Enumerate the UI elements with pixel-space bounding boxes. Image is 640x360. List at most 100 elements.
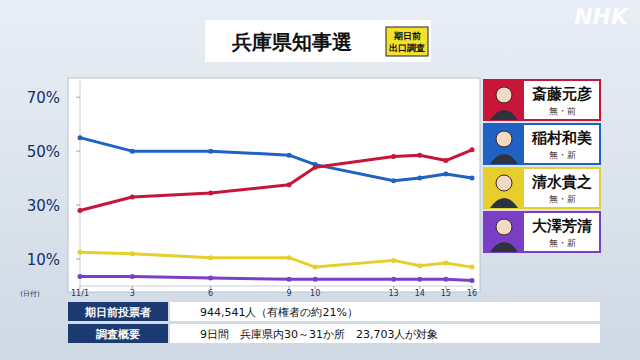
legend-swatch [484, 168, 524, 208]
info-label-cell [68, 302, 168, 321]
y-tick-label: 10% [27, 251, 60, 269]
title-box [205, 20, 431, 62]
badge-box [386, 27, 428, 56]
series-point [130, 194, 135, 199]
series-point [470, 176, 475, 181]
badge-text: 出口調査 [389, 43, 425, 53]
info-label: 期日前投票者 [84, 306, 151, 319]
plot-area [68, 78, 480, 292]
series-point [313, 265, 318, 270]
series-point [78, 274, 83, 279]
x-tick-label: 6 [208, 289, 213, 298]
series-point [287, 182, 292, 187]
badge-text: 期日前 [393, 31, 421, 41]
series-group [78, 135, 475, 283]
background [0, 0, 640, 360]
series-point [78, 250, 83, 255]
x-tick-label: 14 [415, 289, 425, 298]
series-point [208, 275, 213, 280]
y-tick-label: 30% [27, 197, 60, 215]
series-point [391, 154, 396, 159]
series-point [470, 278, 475, 283]
series-line [80, 252, 472, 267]
series-line [80, 138, 472, 181]
x-tick-label: 11/1 [71, 289, 89, 298]
series-point [443, 158, 448, 163]
series-point [287, 153, 292, 158]
portrait-body [490, 154, 518, 164]
portrait-body [490, 110, 518, 120]
series-point [391, 258, 396, 263]
info-value: 9日間 兵庫県内30～31か所 23,703人が対象 [200, 328, 438, 341]
chart: NHK 兵庫県知事選 期日前出口調査 10% 30% 50% 70% 11/1 3 6 9 10 13 1… [0, 0, 640, 360]
series-point [313, 165, 318, 170]
info-value: 944,541人（有権者の約21%） [200, 306, 358, 319]
portrait-head [496, 219, 512, 235]
series-point [417, 153, 422, 158]
x-tick-label: 15 [441, 289, 451, 298]
series-point [130, 149, 135, 154]
series-point [417, 263, 422, 268]
legend-status: 無・新 [549, 238, 576, 248]
y-tick [76, 259, 80, 260]
portrait-head [496, 131, 512, 147]
y-tick [76, 97, 80, 98]
legend-name: 大澤芳清 [532, 217, 592, 235]
series-point [130, 251, 135, 256]
x-tick-label: 3 [130, 289, 135, 298]
series-line [80, 150, 472, 211]
portrait-head [496, 87, 512, 103]
portrait-body [490, 198, 518, 208]
y-tick [76, 151, 80, 152]
legend-card [484, 124, 600, 164]
series-point [443, 172, 448, 177]
x-tick-label: 13 [389, 289, 399, 298]
info-value-cell [170, 324, 600, 343]
y-tick [76, 205, 80, 206]
x-tick-label: 9 [287, 289, 292, 298]
info-label-cell [68, 324, 168, 343]
legend-name: 稲村和美 [531, 129, 592, 147]
info-value-cell [170, 302, 600, 321]
series-point [208, 149, 213, 154]
y-axis [80, 81, 81, 286]
series-point [78, 135, 83, 140]
legend-card [484, 168, 600, 208]
legend-name: 清水貴之 [531, 173, 592, 191]
legend-card [484, 80, 600, 120]
y-tick-label: 70% [27, 89, 60, 107]
info-label: 調査概要 [96, 328, 140, 341]
series-point [391, 178, 396, 183]
logo: NHK [574, 4, 630, 29]
x-axis [80, 286, 472, 287]
series-point [313, 277, 318, 282]
series-point [208, 255, 213, 260]
series-point [208, 190, 213, 195]
legend-status: 無・前 [549, 106, 576, 116]
series-point [417, 277, 422, 282]
series-point [470, 265, 475, 270]
portrait-body [490, 242, 518, 252]
series-point [391, 277, 396, 282]
series-point [130, 274, 135, 279]
series-point [78, 208, 83, 213]
legend-status: 無・新 [549, 150, 576, 160]
y-tick-label: 50% [27, 143, 60, 161]
legend-swatch [484, 212, 524, 252]
legend-name: 斎藤元彦 [532, 85, 592, 103]
series-point [443, 261, 448, 266]
series-line [80, 277, 472, 281]
legend-swatch [484, 80, 524, 120]
series-point [287, 255, 292, 260]
x-tick-label: 16 [467, 289, 477, 298]
x-tick-label: 10 [310, 289, 320, 298]
x-axis-label: (日付) [20, 290, 40, 298]
title: 兵庫県知事選 [231, 30, 352, 54]
legend-card [484, 212, 600, 252]
series-point [443, 277, 448, 282]
legend-status: 無・新 [549, 194, 576, 204]
legend-swatch [484, 124, 524, 164]
series-point [287, 277, 292, 282]
portrait-head [496, 175, 512, 191]
series-point [470, 147, 475, 152]
